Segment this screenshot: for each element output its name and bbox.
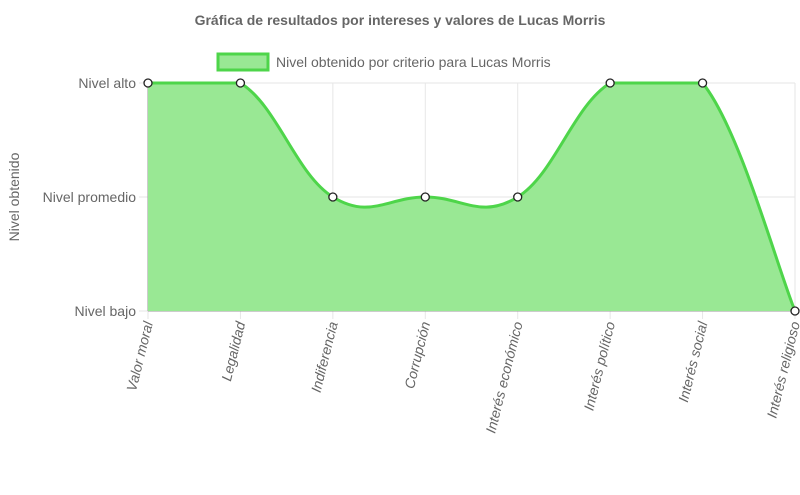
x-tick-label: Indiferencia [308, 320, 341, 394]
y-axis-title: Nivel obtenido [6, 152, 22, 241]
y-axis: Nivel bajo Nivel promedio Nivel alto [43, 75, 137, 319]
data-point-1[interactable] [143, 78, 153, 88]
x-axis: Valor moral Legalidad Indiferencia Corrupci… [123, 319, 800, 435]
data-point-4[interactable] [420, 192, 430, 202]
data-point-8[interactable] [790, 306, 800, 316]
x-tick-label: Interés económico [482, 320, 525, 435]
data-point-2[interactable] [235, 78, 246, 88]
x-tick-label: Valor moral [123, 319, 156, 393]
data-point-3[interactable] [328, 192, 338, 202]
area-fill [148, 83, 795, 311]
data-point-7[interactable] [697, 78, 708, 88]
y-tick-label: Nivel alto [78, 75, 136, 91]
legend-label: Nivel obtenido por criterio para Lucas M… [276, 54, 551, 70]
data-point-6[interactable] [605, 78, 615, 88]
legend-swatch [216, 52, 270, 72]
chart-title: Gráfica de resultados por intereses y va… [195, 12, 606, 28]
area-series [148, 81, 797, 312]
data-points [143, 78, 800, 316]
x-tick-label: Corrupción [401, 320, 433, 391]
x-tick-label: Legalidad [218, 319, 249, 383]
x-tick-label: Interés social [675, 319, 711, 404]
x-tick-label: Interés religioso [763, 320, 800, 420]
y-tick-label: Nivel bajo [75, 303, 137, 319]
legend[interactable]: Nivel obtenido por criterio para Lucas M… [216, 52, 551, 72]
x-tick-label: Interés político [580, 320, 618, 412]
y-tick-label: Nivel promedio [43, 189, 137, 205]
series-line [148, 81, 797, 312]
data-point-5[interactable] [513, 192, 523, 202]
